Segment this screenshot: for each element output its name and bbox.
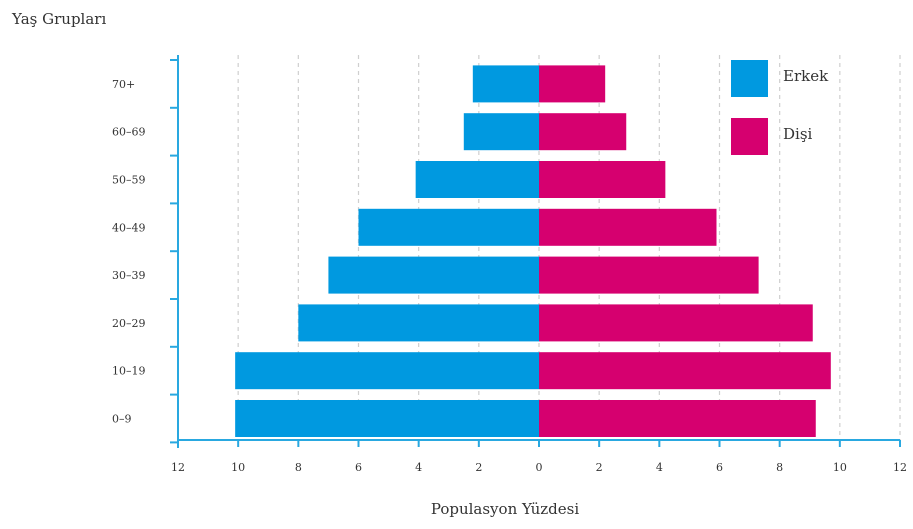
axes <box>170 55 901 448</box>
x-tick-label: 8 <box>776 461 783 474</box>
x-tick-label: 0 <box>536 461 543 474</box>
bar-male <box>463 113 539 151</box>
legend-swatch <box>731 118 768 155</box>
x-tick-label: 2 <box>596 461 603 474</box>
x-tick-label: 6 <box>355 461 362 474</box>
legend: Erkek Dişi <box>731 60 829 155</box>
bar-female <box>539 113 627 151</box>
x-tick-label: 4 <box>415 461 422 474</box>
y-tick-label: 30–39 <box>112 269 146 282</box>
legend-label: Erkek <box>783 67 829 85</box>
bar-female <box>539 304 813 342</box>
bar-male <box>235 352 540 390</box>
bar-female <box>539 400 816 437</box>
x-tick-label: 10 <box>833 461 847 474</box>
bar-male <box>415 161 539 198</box>
bar-female <box>539 65 606 103</box>
x-tick-label: 6 <box>716 461 723 474</box>
x-tick-label: 8 <box>295 461 302 474</box>
bar-female <box>539 256 759 294</box>
y-tick-label: 70+ <box>112 78 135 91</box>
y-tick-label: 0–9 <box>112 413 132 426</box>
bar-female <box>539 161 666 198</box>
bar-male <box>328 256 539 294</box>
y-tick-label: 50–59 <box>112 174 146 187</box>
x-tick-label: 4 <box>656 461 663 474</box>
x-tick-label: 12 <box>893 461 907 474</box>
y-axis-title: Yaş Grupları <box>11 10 106 28</box>
bar-female <box>539 352 831 390</box>
y-tick-label: 60–69 <box>112 126 146 139</box>
x-tick-label: 12 <box>171 461 185 474</box>
bar-female <box>539 208 717 246</box>
bars <box>235 65 831 437</box>
y-tick-label: 20–29 <box>112 317 146 330</box>
x-tick-labels: 12 10 8 6 4 2 0 2 4 6 8 10 12 <box>171 461 907 474</box>
bar-male <box>298 304 539 342</box>
legend-label: Dişi <box>783 125 813 143</box>
y-tick-labels: 0–9 10–19 20–29 30–39 40–49 50–59 60–69 70+ <box>112 78 146 426</box>
y-tick-label: 40–49 <box>112 221 146 234</box>
bar-male <box>472 65 539 103</box>
x-tick-label: 2 <box>475 461 482 474</box>
y-tick-label: 10–19 <box>112 365 146 378</box>
bar-male <box>235 400 540 437</box>
legend-swatch <box>731 60 768 97</box>
x-tick-label: 10 <box>231 461 245 474</box>
bar-male <box>358 208 539 246</box>
x-axis-title: Populasyon Yüzdesi <box>431 500 579 518</box>
